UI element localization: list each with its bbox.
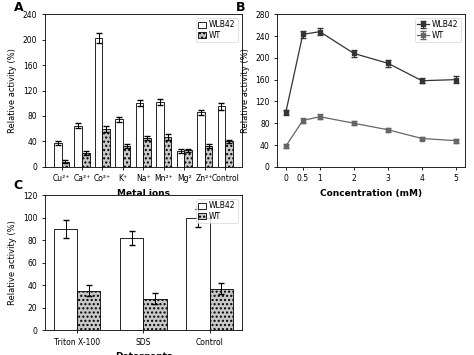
Text: A: A (14, 1, 23, 14)
Bar (120, 238, 143, 330)
Bar (156, 102, 164, 167)
Text: C: C (14, 179, 23, 191)
Bar (82, 153, 90, 167)
Legend: WLB42, WT: WLB42, WT (196, 199, 238, 223)
Bar (205, 146, 212, 167)
Y-axis label: Relative activity (%): Relative activity (%) (9, 48, 18, 133)
Bar (184, 150, 192, 167)
Bar (54, 143, 62, 167)
Y-axis label: Relative activity (%): Relative activity (%) (9, 220, 18, 305)
Bar (143, 138, 151, 167)
X-axis label: Detergents: Detergents (115, 353, 172, 355)
Bar (123, 146, 130, 167)
Bar (54, 229, 77, 330)
Bar (62, 162, 69, 167)
Bar (164, 137, 172, 167)
X-axis label: Metal ions: Metal ions (117, 189, 170, 198)
Bar (115, 119, 123, 167)
Text: B: B (236, 1, 246, 14)
Bar (102, 129, 110, 167)
Bar (186, 218, 210, 330)
X-axis label: Concentration (mM): Concentration (mM) (320, 189, 422, 198)
Bar (197, 112, 205, 167)
Y-axis label: Relative activity (%): Relative activity (%) (241, 48, 250, 133)
Bar (218, 106, 225, 167)
Bar (144, 299, 166, 330)
Legend: WLB42, WT: WLB42, WT (196, 18, 238, 42)
Bar (74, 126, 82, 167)
Legend: WLB42, WT: WLB42, WT (415, 18, 461, 42)
Bar (77, 291, 100, 330)
Bar (210, 289, 233, 330)
Bar (225, 141, 233, 167)
Bar (177, 151, 184, 167)
Bar (136, 103, 143, 167)
Bar (95, 38, 102, 167)
